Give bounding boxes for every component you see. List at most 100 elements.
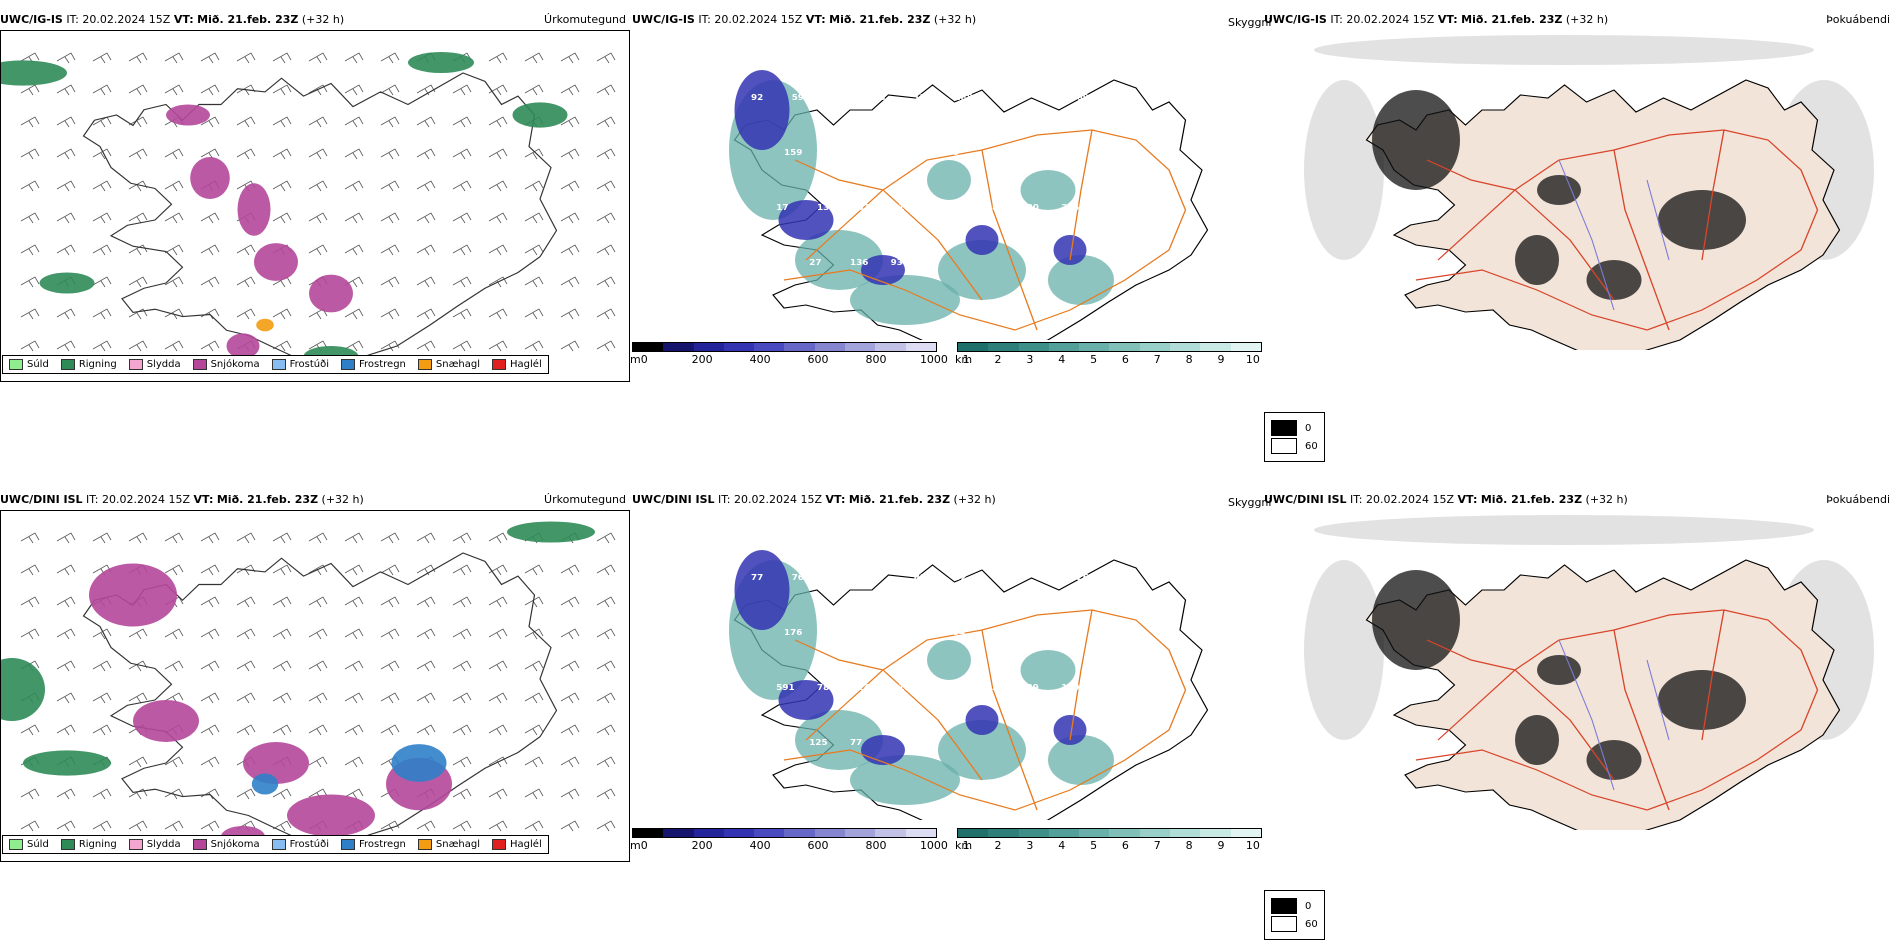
wind-barb: [560, 180, 580, 192]
visibility-km-area: [927, 160, 971, 200]
road: [1415, 129, 1819, 331]
freezing-rain-area: [251, 773, 279, 795]
lead-time: (+32 h): [953, 493, 996, 506]
wind-barb: [308, 116, 328, 128]
wind-barb: [164, 340, 184, 352]
wind-barb: [92, 148, 112, 160]
colorbar-segment: [784, 829, 815, 837]
wind-barb: [596, 788, 616, 800]
wind-barb: [380, 180, 400, 192]
wind-barb: [20, 724, 40, 736]
wind-barb: [560, 116, 580, 128]
wind-barb: [380, 628, 400, 640]
colorbar-segment: [663, 829, 694, 837]
wind-barb: [452, 276, 472, 288]
colorbar-ticks: 1 2 3 4 5 6 7 8 9 10: [957, 352, 1262, 366]
visibility-value-label: 176: [914, 92, 932, 102]
colorbar-segment: [633, 829, 664, 837]
precip-type-map: [0, 510, 630, 862]
wind-barb: [272, 84, 292, 96]
wind-barb: [380, 564, 400, 576]
colorbar-segment: [1139, 829, 1171, 837]
lead-time: (+32 h): [1585, 493, 1628, 506]
wind-barb: [200, 660, 220, 672]
visibility-value-label: 69: [1077, 92, 1089, 102]
visibility-value-label: 128: [769, 737, 787, 747]
it-value: 20.02.2024 15Z: [734, 493, 823, 506]
colorbar-tick-label: 6: [1121, 839, 1129, 852]
colorbar-strip: [632, 828, 937, 838]
wind-barb: [308, 180, 328, 192]
wind-barb: [56, 692, 76, 704]
panel-title: Þokuábendi: [1826, 493, 1890, 506]
legend-swatch: [192, 839, 207, 850]
legend-label: Frostregn: [359, 359, 406, 370]
road: [882, 669, 983, 781]
colorbar-tick-label: 9: [1217, 353, 1225, 366]
visibility-value-label: 71: [988, 147, 1000, 157]
wind-barb: [380, 276, 400, 288]
wind-barb: [56, 724, 76, 736]
colorbar-segment: [814, 829, 846, 837]
visibility-value-label: 70: [769, 257, 781, 267]
wind-barb: [56, 212, 76, 224]
wind-barb: [56, 788, 76, 800]
wind-barb: [272, 116, 292, 128]
precip-legend-item: Snjókoma: [192, 839, 260, 850]
wind-barb: [56, 52, 76, 64]
wind-barb: [488, 628, 508, 640]
wind-barb: [128, 532, 148, 544]
wind-barb: [200, 756, 220, 768]
wind-barb: [560, 692, 580, 704]
visibility-m-colorbar: 0 200 400 600 800 1000 m: [630, 828, 948, 852]
wind-barb: [488, 308, 508, 320]
wind-barb: [524, 84, 544, 96]
wind-barb: [56, 308, 76, 320]
colorbar-tick-label: 2: [994, 839, 1002, 852]
wind-barb: [452, 660, 472, 672]
lead-time: (+32 h): [933, 13, 977, 26]
colorbar-tick-label: 8: [1185, 839, 1193, 852]
legend-swatch: [417, 359, 432, 370]
legend-label: 0: [1305, 900, 1312, 912]
road: [1701, 609, 1725, 741]
wind-barb: [308, 148, 328, 160]
visibility-value-label: 28: [865, 627, 877, 637]
iceland-landmass: [1, 521, 595, 854]
snowfall-area: [89, 563, 177, 627]
wind-barb: [56, 180, 76, 192]
wind-barb: [20, 564, 40, 576]
wind-barb: [308, 628, 328, 640]
wind-barb: [416, 244, 436, 256]
visibility-m-area: [778, 200, 834, 240]
colorbar-segment: [875, 343, 906, 351]
wind-barb: [164, 660, 184, 672]
precip-legend-item: Súld: [9, 839, 49, 850]
vt-label: VT:: [1457, 493, 1478, 506]
visibility-value-label: 83: [825, 627, 837, 637]
colorbar-unit: m: [630, 839, 641, 852]
wind-barb: [524, 52, 544, 64]
wind-barb: [200, 596, 220, 608]
panel-header: UWC/DINI ISL IT: 20.02.2024 15Z VT: Mið.…: [1264, 492, 1894, 508]
wind-barb: [416, 628, 436, 640]
wind-barb: [308, 532, 328, 544]
wind-barb: [308, 596, 328, 608]
colorbar-tick-label: 10: [1245, 839, 1260, 852]
colorbar-ticks: 0 200 400 600 800 1000: [632, 838, 948, 852]
wind-barb: [560, 308, 580, 320]
legend-swatch: [492, 839, 507, 850]
wind-barb: [20, 628, 40, 640]
wind-barb: [596, 276, 616, 288]
colorbar-segment: [1139, 343, 1171, 351]
wind-barb: [488, 84, 508, 96]
wind-barb: [92, 628, 112, 640]
legend-swatch: [9, 359, 23, 370]
legend-label: 0: [1305, 422, 1312, 434]
wind-barb: [416, 820, 436, 832]
wind-barb: [416, 212, 436, 224]
wind-barb: [20, 596, 40, 608]
wind-barb: [128, 308, 148, 320]
visibility-value-label: 180: [1021, 202, 1039, 212]
vt-value: Mið. 21.feb. 23Z: [197, 13, 299, 26]
